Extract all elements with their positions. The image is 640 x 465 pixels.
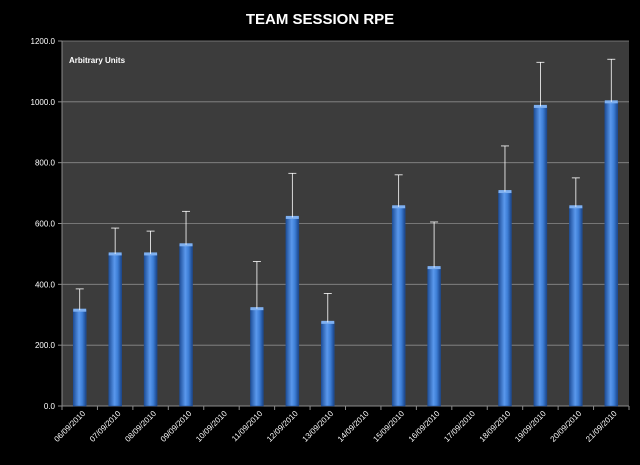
x-tick-label: 17/09/2010 (442, 409, 477, 444)
x-tick-label: 16/09/2010 (407, 409, 442, 444)
bar (498, 191, 512, 407)
units-label: Arbitrary Units (69, 56, 126, 65)
x-tick-label: 12/09/2010 (265, 409, 300, 444)
y-tick-label: 800.0 (35, 159, 56, 168)
y-tick-label: 0.0 (44, 402, 56, 411)
x-tick-label: 08/09/2010 (123, 409, 158, 444)
bar (427, 267, 441, 407)
bar (321, 322, 335, 407)
error-bar (500, 145, 509, 192)
x-tick-label: 20/09/2010 (549, 409, 584, 444)
error-bar (75, 288, 84, 311)
x-tick-label: 06/09/2010 (52, 409, 87, 444)
bar (569, 206, 583, 407)
x-tick-label: 14/09/2010 (336, 409, 371, 444)
x-tick-label: 07/09/2010 (88, 409, 123, 444)
error-bar (394, 174, 403, 207)
x-tick-label: 18/09/2010 (478, 409, 513, 444)
bar (72, 309, 87, 407)
x-tick-label: 11/09/2010 (230, 409, 265, 444)
y-tick-label: 1200.0 (31, 37, 56, 46)
bar (391, 206, 406, 407)
error-bar (146, 230, 155, 254)
bar (604, 101, 619, 407)
error-bar (252, 261, 261, 309)
bar (533, 106, 548, 407)
x-tick-label: 21/09/2010 (584, 409, 619, 444)
x-tick-label: 19/09/2010 (513, 409, 548, 444)
x-tick-label: 10/09/2010 (194, 409, 229, 444)
bar (108, 253, 122, 407)
error-bars (75, 58, 616, 323)
bar (179, 244, 193, 407)
chart-title: TEAM SESSION RPE (246, 11, 394, 28)
bar (143, 253, 158, 407)
error-bar (430, 221, 439, 268)
x-axis-ticks: 06/09/2010 07/09/2010 08/09/2010 09/09/2010… (52, 406, 630, 444)
y-tick-label: 1000.0 (31, 98, 56, 107)
error-bar (323, 293, 332, 323)
x-tick-label: 09/09/2010 (159, 409, 194, 444)
y-tick-label: 200.0 (35, 341, 56, 350)
y-tick-label: 600.0 (35, 220, 56, 229)
bar (285, 217, 300, 407)
error-bar (571, 177, 580, 207)
error-bar (536, 61, 545, 107)
error-bar (182, 210, 191, 245)
y-tick-label: 400.0 (35, 280, 56, 289)
error-bar (288, 172, 297, 218)
bar (250, 308, 264, 407)
x-tick-label: 15/09/2010 (371, 409, 406, 444)
x-tick-label: 13/09/2010 (301, 409, 336, 444)
error-bar (607, 58, 616, 102)
error-bar (111, 227, 120, 254)
